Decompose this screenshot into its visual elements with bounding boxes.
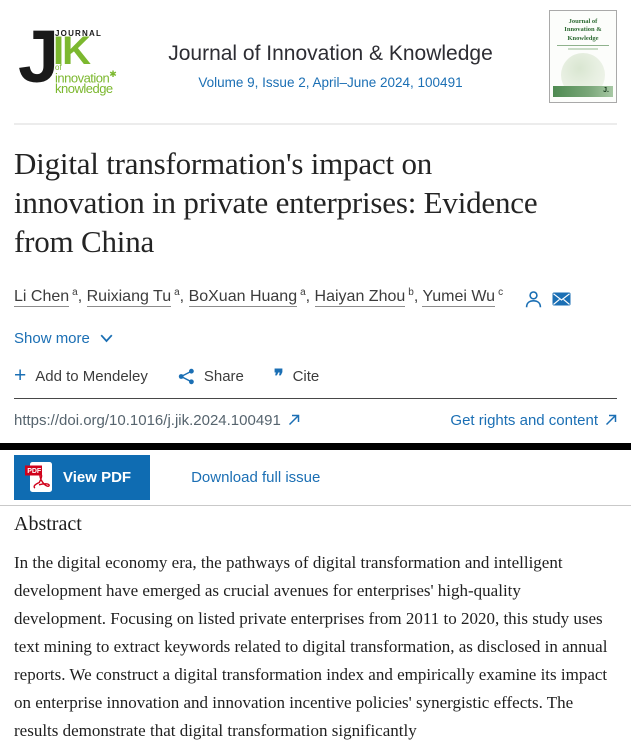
author-affiliation-sup: c bbox=[498, 287, 504, 298]
plus-icon: + bbox=[14, 364, 27, 388]
journal-header-center: Journal of Innovation & Knowledge Volume… bbox=[139, 42, 522, 90]
view-pdf-button[interactable]: PDF View PDF bbox=[14, 454, 151, 500]
cite-quote-icon: ❞ bbox=[273, 366, 284, 387]
author-icons bbox=[515, 290, 571, 307]
logo-letters-ik: IK bbox=[53, 29, 91, 73]
show-more-button[interactable]: Show more bbox=[14, 330, 113, 347]
cover-title: Journal of Innovation & Knowledge bbox=[564, 18, 602, 42]
journal-jik-logo[interactable]: JOURNAL J IK of innovation✱ knowledge bbox=[18, 16, 136, 108]
journal-title-link[interactable]: Journal of Innovation & Knowledge bbox=[168, 42, 493, 65]
external-link-icon bbox=[605, 414, 617, 426]
logo-word-knowledge: knowledge bbox=[55, 81, 113, 96]
abstract-heading: Abstract bbox=[14, 512, 82, 535]
article-head: Digital transformation's impact on innov… bbox=[0, 144, 631, 443]
doi-row: https://doi.org/10.1016/j.jik.2024.10049… bbox=[14, 397, 617, 443]
author-affiliation-sup: b bbox=[408, 287, 414, 298]
cover-rule bbox=[557, 45, 609, 47]
show-more-label: Show more bbox=[14, 329, 90, 347]
article-title: Digital transformation's impact on innov… bbox=[14, 146, 538, 259]
author-haiyan-zhou[interactable]: Haiyan Zhou b bbox=[314, 287, 422, 308]
logo-word-of: of bbox=[55, 63, 62, 72]
author-affiliation-sup: a bbox=[174, 287, 180, 298]
pdf-file-icon: PDF bbox=[25, 462, 52, 493]
author-li-chen[interactable]: Li Chen a bbox=[14, 287, 87, 308]
logo-star-icon: ✱ bbox=[109, 69, 117, 79]
author-ruixiang-tu[interactable]: Ruixiang Tu a bbox=[86, 287, 189, 308]
email-envelope-icon[interactable] bbox=[552, 292, 571, 306]
cover-band-logo: J. bbox=[603, 87, 609, 94]
download-full-issue-link[interactable]: Download full issue bbox=[191, 468, 321, 486]
add-to-mendeley-label: Add to Mendeley bbox=[35, 367, 148, 385]
add-to-mendeley-button[interactable]: + Add to Mendeley bbox=[14, 364, 148, 388]
cover-subtitle-line bbox=[568, 48, 598, 51]
share-label: Share bbox=[203, 367, 244, 385]
toolbar-top-divider bbox=[0, 442, 631, 450]
author-list: Li ChenaRuixiang TuaBoXuan HuangaHaiyan … bbox=[14, 287, 617, 309]
view-pdf-label: View PDF bbox=[63, 468, 132, 486]
external-link-icon bbox=[288, 414, 300, 426]
author-person-icon[interactable] bbox=[524, 290, 543, 309]
chevron-down-icon bbox=[100, 334, 113, 342]
logo-word-journal: JOURNAL bbox=[55, 29, 103, 38]
cite-button[interactable]: ❞ Cite bbox=[273, 366, 320, 387]
author-affiliation-sup: a bbox=[72, 287, 78, 298]
svg-text:PDF: PDF bbox=[27, 468, 42, 475]
issue-link[interactable]: Volume 9, Issue 2, April–June 2024, 1004… bbox=[198, 75, 463, 90]
abstract-section: Abstract In the digital economy era, the… bbox=[14, 513, 617, 745]
logo-letter-j: J bbox=[18, 15, 60, 98]
logo-word-innovation: innovation✱ bbox=[55, 69, 117, 86]
journal-header: JOURNAL J IK of innovation✱ knowledge Jo… bbox=[14, 0, 617, 125]
author-yumei-wu[interactable]: Yumei Wu c bbox=[422, 287, 504, 308]
author-affiliation-sup: a bbox=[300, 287, 306, 298]
journal-cover-thumbnail[interactable]: Journal of Innovation & Knowledge J. bbox=[549, 10, 617, 103]
author-boxuan-huang[interactable]: BoXuan Huang a bbox=[188, 287, 315, 308]
rights-and-content-link[interactable]: Get rights and content bbox=[450, 412, 617, 429]
rights-label: Get rights and content bbox=[450, 411, 598, 429]
article-actions: + Add to Mendeley Share ❞ Cite bbox=[14, 364, 617, 388]
abstract-text: In the digital economy era, the pathways… bbox=[14, 552, 608, 740]
cover-green-band: J. bbox=[553, 86, 613, 97]
doi-text: https://doi.org/10.1016/j.jik.2024.10049… bbox=[14, 411, 281, 429]
share-icon bbox=[178, 368, 194, 384]
share-button[interactable]: Share bbox=[178, 368, 244, 385]
doi-link[interactable]: https://doi.org/10.1016/j.jik.2024.10049… bbox=[14, 412, 300, 429]
cite-label: Cite bbox=[292, 367, 320, 385]
pdf-toolbar: PDF View PDF Download full issue bbox=[0, 449, 631, 506]
